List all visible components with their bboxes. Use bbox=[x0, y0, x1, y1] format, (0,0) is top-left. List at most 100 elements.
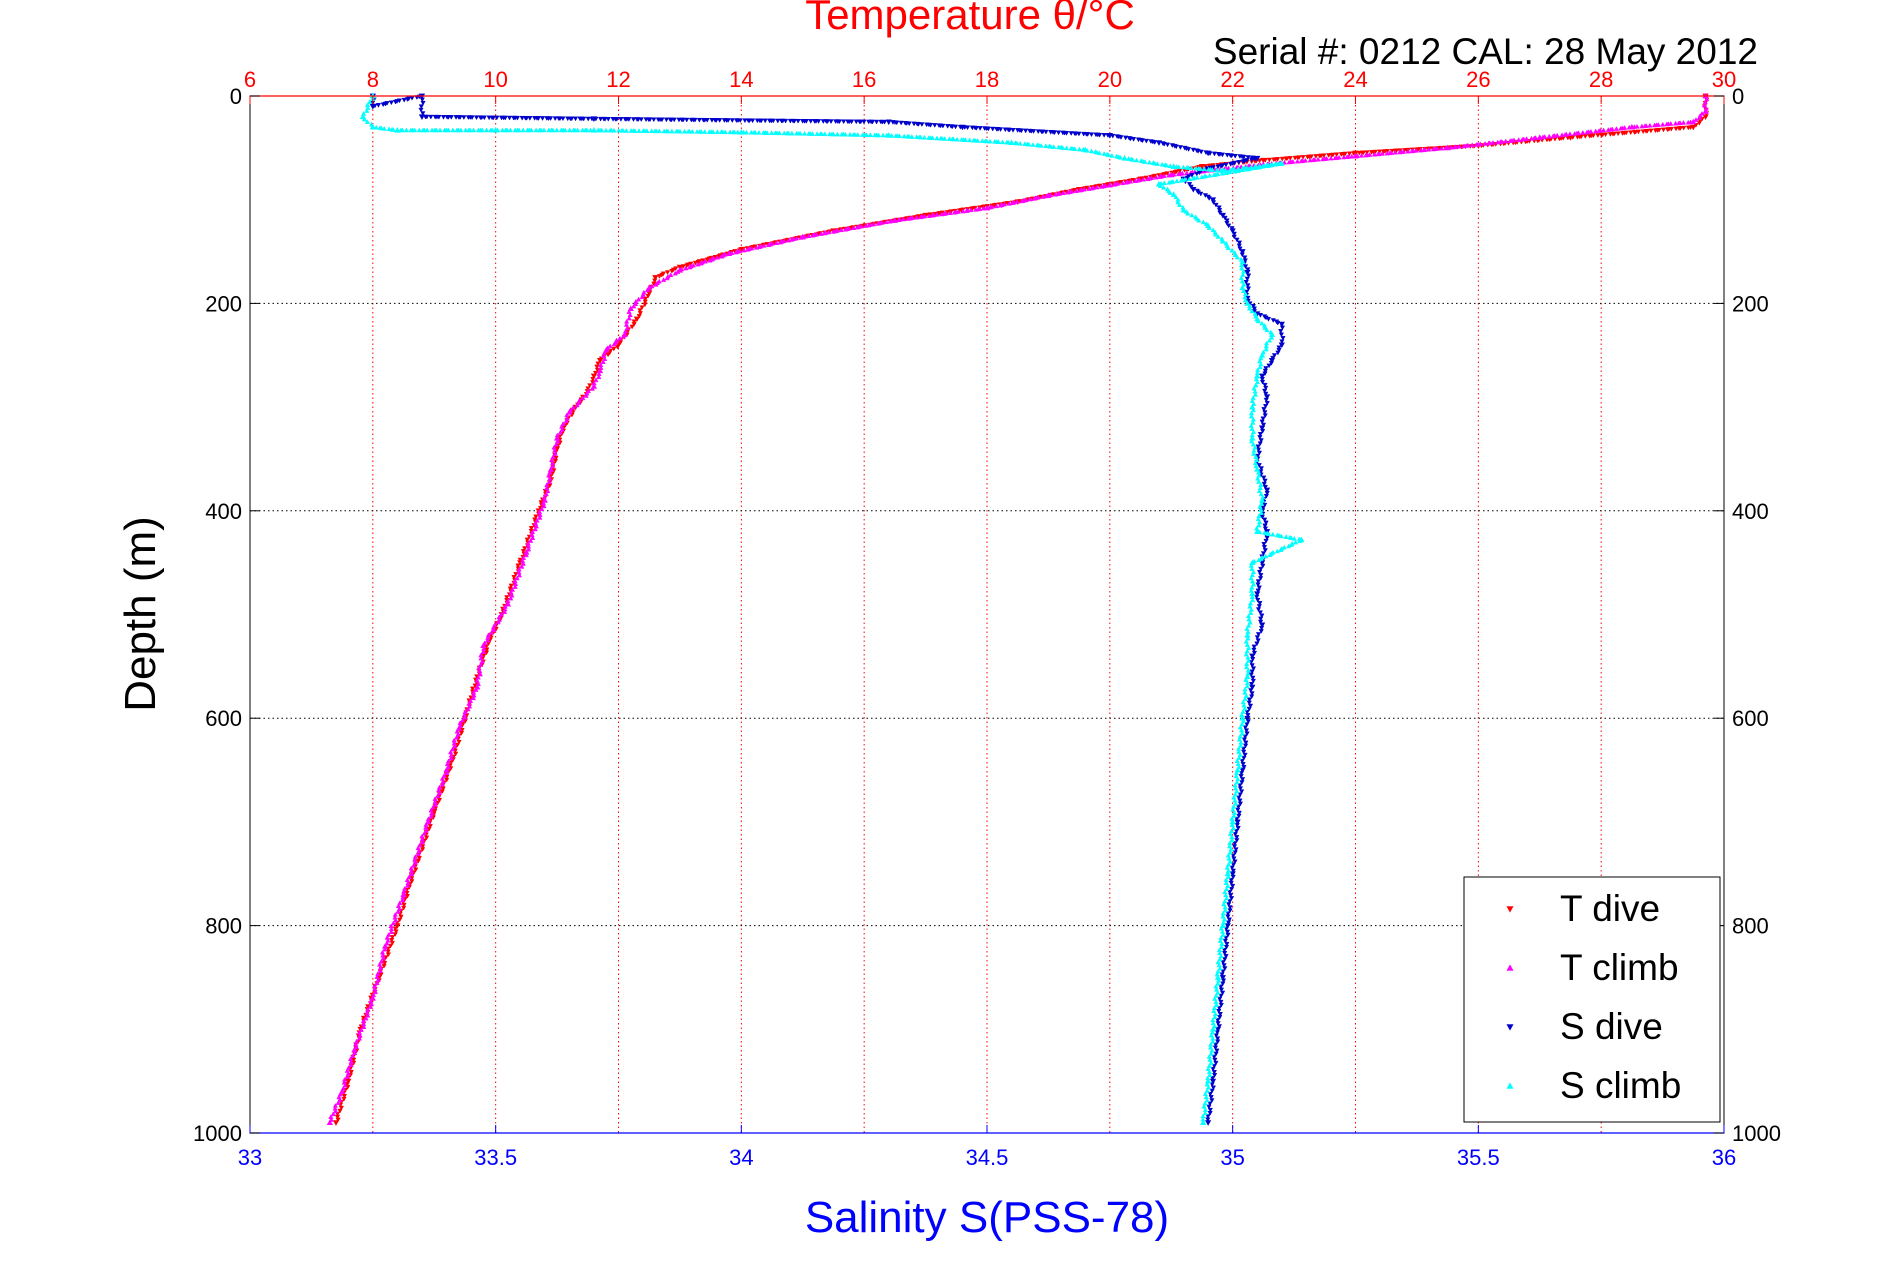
data-point bbox=[1268, 361, 1275, 366]
data-point bbox=[1259, 613, 1265, 619]
data-point bbox=[717, 118, 723, 123]
data-point bbox=[1256, 463, 1262, 468]
data-point bbox=[1596, 128, 1602, 133]
data-point bbox=[465, 706, 471, 712]
data-point bbox=[396, 98, 403, 104]
data-point bbox=[1089, 185, 1095, 191]
data-point bbox=[1251, 451, 1257, 456]
data-point bbox=[644, 128, 650, 133]
data-point bbox=[1278, 321, 1285, 328]
data-point bbox=[1227, 890, 1233, 895]
data-point bbox=[1178, 177, 1184, 183]
data-point bbox=[1693, 117, 1699, 122]
data-point bbox=[1232, 168, 1238, 174]
data-point bbox=[1245, 286, 1252, 292]
data-point bbox=[337, 1108, 343, 1114]
data-point bbox=[1256, 479, 1262, 484]
data-point bbox=[1250, 675, 1256, 681]
data-point bbox=[687, 264, 693, 270]
legend-label: S dive bbox=[1560, 1006, 1663, 1047]
data-point bbox=[381, 125, 387, 131]
data-point bbox=[1298, 158, 1304, 164]
data-point bbox=[418, 107, 424, 113]
data-point bbox=[1223, 880, 1229, 885]
data-point bbox=[480, 649, 486, 655]
data-point bbox=[1111, 181, 1117, 187]
data-point bbox=[777, 239, 783, 245]
data-point bbox=[395, 909, 401, 914]
data-point bbox=[684, 117, 690, 123]
data-point bbox=[644, 287, 651, 293]
data-point bbox=[683, 265, 689, 271]
data-point bbox=[913, 214, 920, 220]
data-point bbox=[1230, 862, 1237, 868]
data-point bbox=[1278, 533, 1284, 539]
data-point bbox=[1238, 774, 1244, 779]
data-point bbox=[403, 127, 410, 133]
data-point bbox=[1019, 198, 1025, 204]
data-point bbox=[1364, 150, 1370, 156]
data-point bbox=[881, 119, 888, 125]
data-point bbox=[1262, 382, 1268, 388]
data-point bbox=[1264, 491, 1270, 496]
data-point bbox=[858, 223, 864, 229]
data-point bbox=[1040, 129, 1046, 135]
data-point bbox=[498, 611, 505, 617]
data-point bbox=[1245, 283, 1251, 288]
data-point bbox=[1212, 1045, 1219, 1051]
data-point bbox=[533, 127, 539, 133]
data-point bbox=[853, 119, 859, 125]
data-point bbox=[1223, 892, 1229, 898]
data-point bbox=[460, 717, 466, 723]
data-point bbox=[1230, 806, 1236, 812]
data-point bbox=[1239, 721, 1245, 727]
data-point bbox=[1286, 159, 1292, 165]
data-point bbox=[490, 115, 497, 121]
data-point bbox=[1205, 1117, 1211, 1123]
salinity-tick-label: 34.5 bbox=[966, 1145, 1009, 1170]
data-point bbox=[1315, 156, 1321, 162]
data-point bbox=[594, 364, 600, 370]
data-point bbox=[806, 233, 812, 238]
data-point bbox=[1060, 190, 1067, 195]
data-point bbox=[894, 120, 900, 126]
data-point bbox=[453, 751, 459, 757]
data-point bbox=[749, 118, 756, 124]
data-point bbox=[1194, 174, 1200, 180]
data-point bbox=[1254, 457, 1260, 462]
data-point bbox=[620, 333, 627, 339]
data-point bbox=[1685, 125, 1692, 131]
data-point bbox=[1225, 861, 1232, 867]
data-point bbox=[392, 917, 399, 923]
data-point bbox=[603, 346, 610, 353]
data-point bbox=[1263, 385, 1269, 391]
data-point bbox=[499, 127, 506, 133]
data-point bbox=[1109, 152, 1115, 158]
data-point bbox=[1260, 563, 1266, 569]
data-point bbox=[1200, 219, 1206, 225]
data-point bbox=[1350, 151, 1357, 156]
data-point bbox=[623, 322, 630, 327]
data-point bbox=[1249, 694, 1255, 700]
data-point bbox=[562, 127, 568, 133]
data-point bbox=[1260, 428, 1266, 434]
data-point bbox=[476, 665, 482, 670]
data-point bbox=[587, 127, 594, 133]
data-point bbox=[1110, 133, 1116, 139]
data-point bbox=[1237, 792, 1243, 798]
data-point bbox=[344, 1073, 350, 1079]
data-point bbox=[1209, 1098, 1215, 1104]
data-point bbox=[896, 133, 903, 139]
data-point bbox=[430, 804, 436, 810]
data-point bbox=[1546, 133, 1552, 139]
data-point bbox=[1257, 610, 1263, 616]
data-point bbox=[785, 130, 792, 136]
data-point bbox=[401, 902, 407, 908]
data-point bbox=[1242, 689, 1248, 695]
data-point bbox=[626, 117, 632, 122]
data-point bbox=[1121, 155, 1128, 161]
data-point bbox=[1235, 761, 1241, 766]
data-point bbox=[810, 232, 816, 238]
data-point bbox=[1190, 175, 1196, 181]
data-point bbox=[1173, 144, 1179, 150]
